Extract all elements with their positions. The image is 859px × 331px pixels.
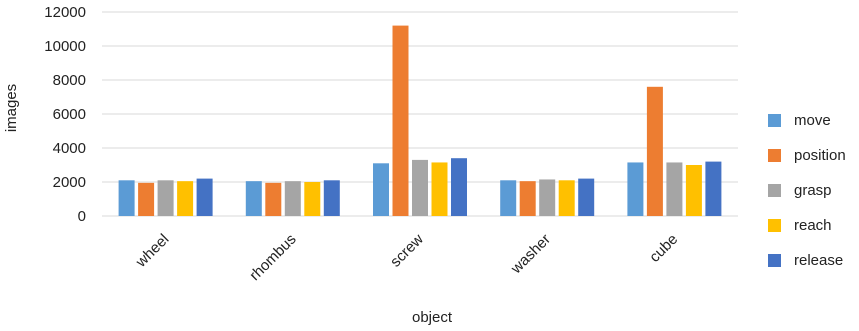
- bar-cube-release: [705, 161, 722, 216]
- y-axis-ticks: 0 2000 4000 6000 8000 10000 12000: [44, 4, 86, 225]
- bar-washer-grasp: [539, 179, 556, 216]
- x-tick-label-wheel: wheel: [132, 231, 172, 271]
- bar-wheel-grasp: [157, 180, 174, 216]
- bars: [118, 25, 722, 216]
- y-tick-label: 12000: [44, 4, 86, 21]
- y-tick-label: 10000: [44, 38, 86, 55]
- bar-cube-grasp: [666, 162, 683, 216]
- bar-wheel-position: [138, 182, 155, 216]
- x-tick-label-washer: washer: [507, 231, 554, 278]
- legend-label-position: position: [794, 147, 846, 164]
- bar-screw-release: [451, 158, 467, 216]
- bar-screw-grasp: [412, 159, 428, 216]
- bar-wheel-release: [196, 178, 213, 216]
- x-axis-title: object: [412, 309, 453, 326]
- bar-screw-position: [392, 25, 409, 216]
- bar-wheel-move: [118, 180, 135, 216]
- bar-screw-reach: [431, 162, 448, 216]
- bar-washer-move: [500, 180, 517, 216]
- bar-washer-reach: [558, 180, 575, 216]
- legend-swatch-release: [768, 254, 781, 267]
- legend-swatch-move: [768, 114, 781, 127]
- legend-label-grasp: grasp: [794, 182, 832, 199]
- bar-washer-position: [519, 181, 536, 216]
- legend: move position grasp reach release: [768, 112, 846, 269]
- x-tick-label-cube: cube: [646, 231, 681, 266]
- y-tick-label: 4000: [53, 140, 86, 157]
- bar-rhombus-reach: [304, 182, 321, 216]
- legend-label-release: release: [794, 252, 843, 269]
- legend-label-move: move: [794, 112, 831, 129]
- y-tick-label: 6000: [53, 106, 86, 123]
- bar-washer-release: [578, 178, 595, 216]
- legend-swatch-grasp: [768, 184, 781, 197]
- bar-rhombus-grasp: [284, 181, 301, 216]
- bar-wheel-reach: [177, 181, 194, 216]
- legend-swatch-reach: [768, 219, 781, 232]
- bar-rhombus-move: [245, 181, 262, 216]
- legend-label-reach: reach: [794, 217, 832, 234]
- bar-screw-move: [373, 163, 389, 216]
- bar-cube-move: [627, 162, 644, 216]
- y-axis-title: images: [3, 84, 20, 132]
- x-tick-label-rhombus: rhombus: [246, 231, 299, 284]
- y-tick-label: 2000: [53, 174, 86, 191]
- bar-rhombus-release: [323, 180, 340, 216]
- y-tick-label: 8000: [53, 72, 86, 89]
- x-axis-ticks: wheel rhombus screw washer cube: [132, 231, 681, 284]
- x-tick-label-screw: screw: [387, 231, 427, 271]
- bar-cube-reach: [685, 165, 702, 216]
- legend-swatch-position: [768, 149, 781, 162]
- y-tick-label: 0: [78, 208, 86, 225]
- bar-rhombus-position: [265, 182, 282, 216]
- bar-cube-position: [646, 86, 663, 216]
